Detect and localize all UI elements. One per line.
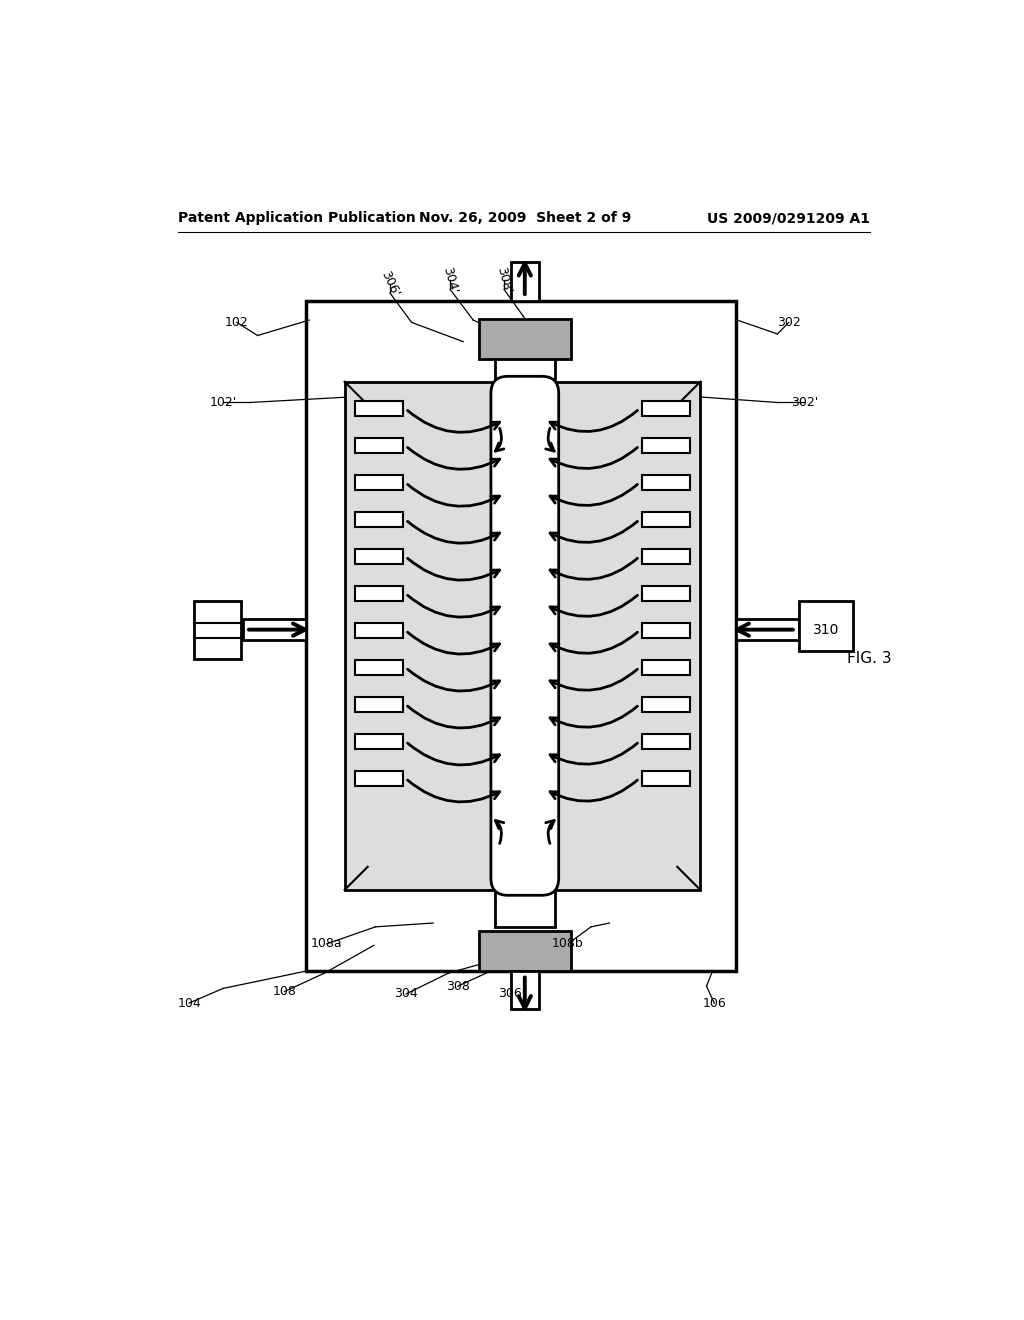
Bar — [355, 697, 403, 711]
Bar — [495, 890, 555, 927]
Bar — [345, 381, 700, 890]
Bar — [642, 401, 689, 416]
Bar — [642, 512, 689, 527]
Text: 306': 306' — [379, 269, 401, 300]
Text: Nov. 26, 2009  Sheet 2 of 9: Nov. 26, 2009 Sheet 2 of 9 — [419, 211, 631, 226]
Bar — [355, 549, 403, 564]
Text: 306: 306 — [499, 987, 522, 1001]
Bar — [355, 512, 403, 527]
Text: 106: 106 — [702, 997, 726, 1010]
Text: 108b: 108b — [552, 937, 584, 950]
Bar — [511, 970, 539, 1010]
Text: 108a: 108a — [311, 937, 343, 950]
Text: 302: 302 — [777, 315, 801, 329]
Bar — [355, 623, 403, 638]
Bar — [642, 771, 689, 785]
Bar — [355, 586, 403, 601]
Bar — [478, 319, 571, 359]
Bar — [642, 734, 689, 748]
Text: US 2009/0291209 A1: US 2009/0291209 A1 — [707, 211, 869, 226]
Bar — [355, 771, 403, 785]
Bar — [642, 586, 689, 601]
Bar — [478, 931, 571, 970]
Text: 108: 108 — [272, 985, 297, 998]
Bar — [195, 601, 241, 659]
Bar — [306, 301, 736, 970]
Text: 310: 310 — [813, 623, 839, 636]
Bar — [736, 619, 799, 640]
Text: 304: 304 — [394, 987, 418, 1001]
Bar — [355, 438, 403, 453]
Bar — [799, 601, 853, 651]
Bar — [243, 619, 306, 640]
Bar — [355, 660, 403, 675]
Text: 102: 102 — [225, 315, 249, 329]
FancyBboxPatch shape — [490, 376, 559, 895]
Bar — [642, 438, 689, 453]
Bar — [642, 660, 689, 675]
Text: 104: 104 — [177, 997, 201, 1010]
Text: Patent Application Publication: Patent Application Publication — [178, 211, 416, 226]
Bar — [355, 734, 403, 748]
Bar — [355, 475, 403, 490]
Text: 308: 308 — [445, 979, 470, 993]
Text: 308': 308' — [495, 265, 514, 294]
Text: 302': 302' — [791, 396, 818, 409]
Text: 102': 102' — [209, 396, 237, 409]
Bar — [642, 475, 689, 490]
Text: 304': 304' — [440, 265, 460, 294]
Text: FIG. 3: FIG. 3 — [847, 651, 891, 667]
Bar — [495, 345, 555, 381]
Bar — [642, 697, 689, 711]
Bar — [355, 401, 403, 416]
Bar — [642, 623, 689, 638]
Bar — [642, 549, 689, 564]
Bar — [511, 263, 539, 301]
